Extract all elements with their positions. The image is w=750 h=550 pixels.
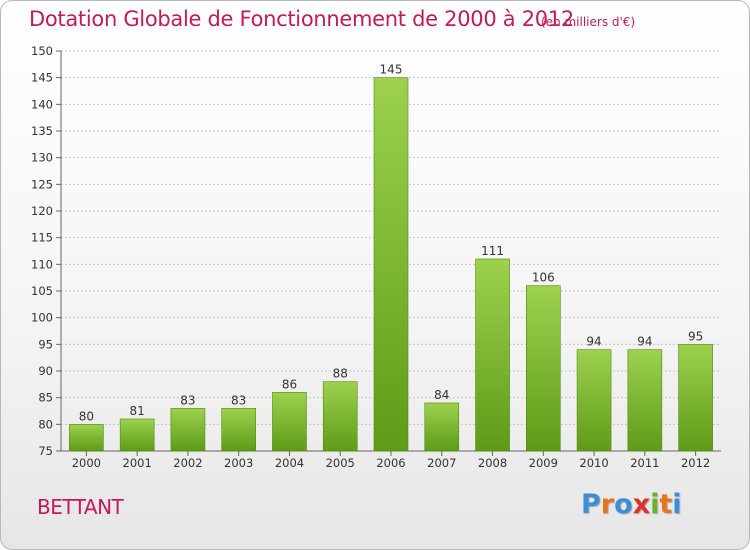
data-label: 95	[688, 329, 703, 343]
bar	[424, 402, 460, 452]
x-tick-label: 2010	[579, 456, 608, 470]
data-label: 106	[532, 271, 555, 285]
x-tick-label: 2002	[173, 456, 202, 470]
bar	[627, 349, 663, 452]
bar	[373, 77, 409, 452]
y-tick-label: 140	[31, 97, 53, 111]
y-tick-label: 125	[31, 177, 53, 191]
chart-title: Dotation Globale de Fonctionnement de 20…	[29, 7, 574, 31]
bar	[475, 258, 510, 452]
bar	[526, 285, 561, 452]
y-tick-label: 75	[38, 444, 53, 458]
data-label: 83	[180, 393, 195, 407]
bar	[322, 381, 358, 452]
axes: 75 80 85 90 95 100 105 110 115 120 125 130 135 140 145…	[31, 44, 721, 470]
labels: 80 81 83 83 86 88 145 84 111 106 94 94 95	[79, 63, 704, 424]
data-label: 80	[79, 409, 94, 423]
y-tick-label: 115	[31, 231, 53, 245]
chart-subtitle: (en milliers d'€)	[541, 15, 636, 29]
data-label: 86	[282, 377, 297, 391]
data-label: 88	[333, 367, 348, 381]
x-tick-label: 2012	[681, 456, 710, 470]
proxiti-logo[interactable]: Proxiti	[581, 489, 682, 520]
data-label: 94	[586, 335, 601, 349]
logo-letter: x	[632, 489, 651, 520]
x-tick-label: 2006	[376, 456, 405, 470]
y-tick-label: 130	[31, 151, 53, 165]
data-label: 145	[380, 63, 403, 77]
x-tick-label: 2004	[275, 456, 304, 470]
y-tick-label: 100	[31, 311, 53, 325]
y-tick-label: 135	[31, 124, 53, 138]
logo-letter: r	[600, 489, 615, 520]
x-tick-label: 2000	[72, 456, 101, 470]
logo-letter: t	[659, 489, 673, 520]
bars	[69, 77, 713, 452]
data-label: 94	[637, 335, 652, 349]
y-tick-label: 120	[31, 204, 53, 218]
x-tick-label: 2005	[326, 456, 355, 470]
y-tick-label: 95	[38, 337, 53, 351]
commune-name: BETTANT	[37, 495, 124, 519]
bar	[69, 424, 104, 452]
x-tick-label: 2011	[630, 456, 659, 470]
x-tick-label: 2008	[478, 456, 507, 470]
y-tick-label: 80	[38, 417, 53, 431]
bar	[576, 349, 612, 452]
data-label: 81	[130, 404, 145, 418]
y-tick-label: 105	[31, 284, 53, 298]
y-tick-label: 145	[31, 71, 53, 85]
y-tick-label: 85	[38, 391, 53, 405]
bar	[221, 408, 256, 452]
logo-letter: o	[614, 489, 633, 520]
logo-letter: P	[581, 489, 601, 520]
logo-letter: i	[672, 489, 682, 520]
y-tick-label: 150	[31, 44, 53, 58]
logo-letter: i	[650, 489, 660, 520]
data-label: 83	[231, 393, 246, 407]
bar	[678, 344, 713, 452]
bar	[272, 392, 307, 452]
bar	[170, 408, 206, 452]
x-tick-label: 2001	[123, 456, 152, 470]
data-label: 84	[434, 388, 449, 402]
y-tick-label: 90	[38, 364, 53, 378]
y-tick-label: 110	[31, 257, 53, 271]
x-tick-label: 2003	[224, 456, 253, 470]
data-label: 111	[481, 244, 504, 258]
bar	[119, 418, 155, 452]
x-tick-label: 2007	[427, 456, 456, 470]
x-tick-label: 2009	[529, 456, 558, 470]
